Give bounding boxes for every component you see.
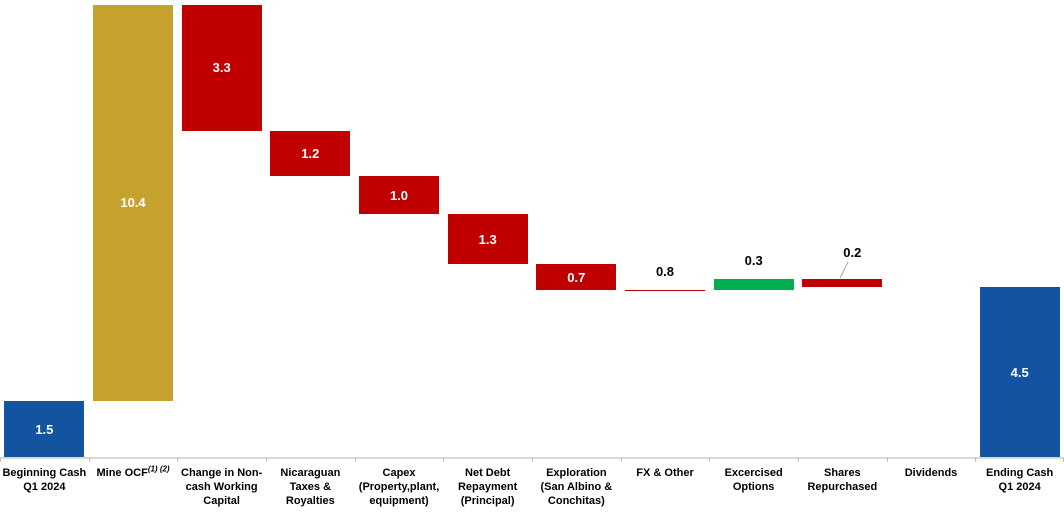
- axis-tick: [975, 458, 976, 462]
- axis-tick: [443, 458, 444, 462]
- axis-tick: [621, 458, 622, 462]
- value-label-excercised-options: 0.3: [744, 253, 763, 269]
- leader-line: [839, 261, 849, 279]
- axis-label-line: Exploration: [546, 467, 607, 479]
- value-label-mine-ocf: 10.4: [120, 195, 146, 211]
- axis-label-line: Q1 2024: [23, 481, 66, 493]
- axis-label-line: Excercised: [724, 467, 783, 479]
- axis-label-line: Options: [732, 481, 775, 493]
- axis-tick: [0, 458, 1, 462]
- axis-label-shares-repurchased: Shares Repurchased: [776, 466, 909, 494]
- x-axis-line: [0, 457, 1064, 459]
- axis-label-change-in-non-cash-working-capital: Change in Non-cash Working Capital: [155, 466, 288, 508]
- axis-tick: [798, 458, 799, 462]
- axis-label-line: Royalties: [285, 495, 335, 507]
- axis-label-mine-ocf: Mine OCF(1) (2): [67, 464, 200, 480]
- bar-excercised-options: [713, 279, 794, 291]
- axis-label-line: (Property,plant,: [358, 481, 440, 493]
- value-label-shares-repurchased: 0.2: [843, 245, 862, 261]
- axis-label-line: FX & Other: [636, 467, 694, 479]
- axis-label-line: Capital: [203, 495, 240, 507]
- axis-label-superscript: (1) (2): [147, 464, 170, 474]
- bar-nicaraguan-taxes-royalties: [270, 130, 351, 177]
- axis-label-nicaraguan-taxes-royalties: Nicaraguan Taxes & Royalties: [244, 466, 377, 508]
- axis-tick: [89, 458, 90, 462]
- axis-label-line: Repurchased: [807, 481, 878, 493]
- value-label-nicaraguan-taxes-royalties: 1.2: [301, 145, 320, 161]
- value-label-fx-other: 0.8: [655, 263, 675, 279]
- axis-label-line: Mine OCF(1) (2): [96, 464, 170, 479]
- value-label-change-in-non-cash-working-capital: 3.3: [212, 60, 231, 76]
- bar-beginning-cash-q1-2024: [4, 400, 85, 458]
- axis-label-ending-cash-q1-2024: Ending Cash Q1 2024: [953, 466, 1064, 494]
- value-label-beginning-cash-q1-2024: 1.5: [35, 421, 54, 437]
- axis-label-beginning-cash-q1-2024: Beginning Cash Q1 2024: [0, 466, 111, 494]
- axis-label-line: cash Working: [185, 481, 258, 493]
- bar-change-in-non-cash-working-capital: [181, 5, 262, 131]
- axis-label-excercised-options: Excercised Options: [687, 466, 820, 494]
- bar-exploration-san-albino-conchitas: [536, 263, 617, 291]
- axis-label-line: Taxes &: [289, 481, 332, 493]
- axis-tick: [177, 458, 178, 462]
- value-label-ending-cash-q1-2024: 4.5: [1010, 364, 1029, 380]
- axis-label-line: Beginning Cash: [2, 467, 87, 479]
- axis-label-line: Net Debt: [465, 467, 511, 479]
- axis-label-line: equipment): [369, 495, 429, 507]
- axis-label-dividends: Dividends: [865, 466, 998, 480]
- bar-fx-other: [625, 289, 705, 292]
- axis-label-line: Dividends: [904, 467, 958, 479]
- axis-label-line: Repayment: [457, 481, 518, 493]
- axis-tick: [709, 458, 710, 462]
- value-label-net-debt-repayment-principal: 1.3: [478, 231, 497, 247]
- axis-label-line: Ending Cash: [986, 467, 1054, 479]
- axis-tick: [532, 458, 533, 462]
- axis-label-line: Change in Non-: [181, 467, 263, 479]
- bar-shares-repurchased: [802, 279, 883, 287]
- axis-label-line: Capex: [382, 467, 416, 479]
- value-label-capex-property-plant-equipment: 1.0: [389, 187, 409, 203]
- axis-label-line: Shares: [823, 467, 861, 479]
- axis-label-line: (Principal): [460, 495, 515, 507]
- axis-label-exploration-san-albino-conchitas: Exploration (San Albino & Conchitas): [510, 466, 643, 508]
- axis-tick: [355, 458, 356, 462]
- axis-label-line: (San Albino &: [540, 481, 613, 493]
- axis-label-line: Conchitas): [547, 495, 605, 507]
- axis-label-line: Q1 2024: [998, 481, 1041, 493]
- axis-tick: [887, 458, 888, 462]
- axis-label-fx-other: FX & Other: [599, 466, 732, 480]
- axis-label-capex-property-plant-equipment: Capex (Property,plant, equipment): [333, 466, 466, 508]
- axis-label-net-debt-repayment-principal: Net Debt Repayment (Principal): [421, 466, 554, 508]
- bar-mine-ocf: [93, 5, 173, 401]
- value-label-exploration-san-albino-conchitas: 0.7: [567, 269, 586, 285]
- bar-capex-property-plant-equipment: [359, 176, 439, 215]
- axis-label-line: Nicaraguan: [280, 467, 341, 479]
- axis-tick: [266, 458, 267, 462]
- bar-net-debt-repayment-principal: [447, 214, 528, 264]
- bar-ending-cash-q1-2024: [979, 286, 1060, 458]
